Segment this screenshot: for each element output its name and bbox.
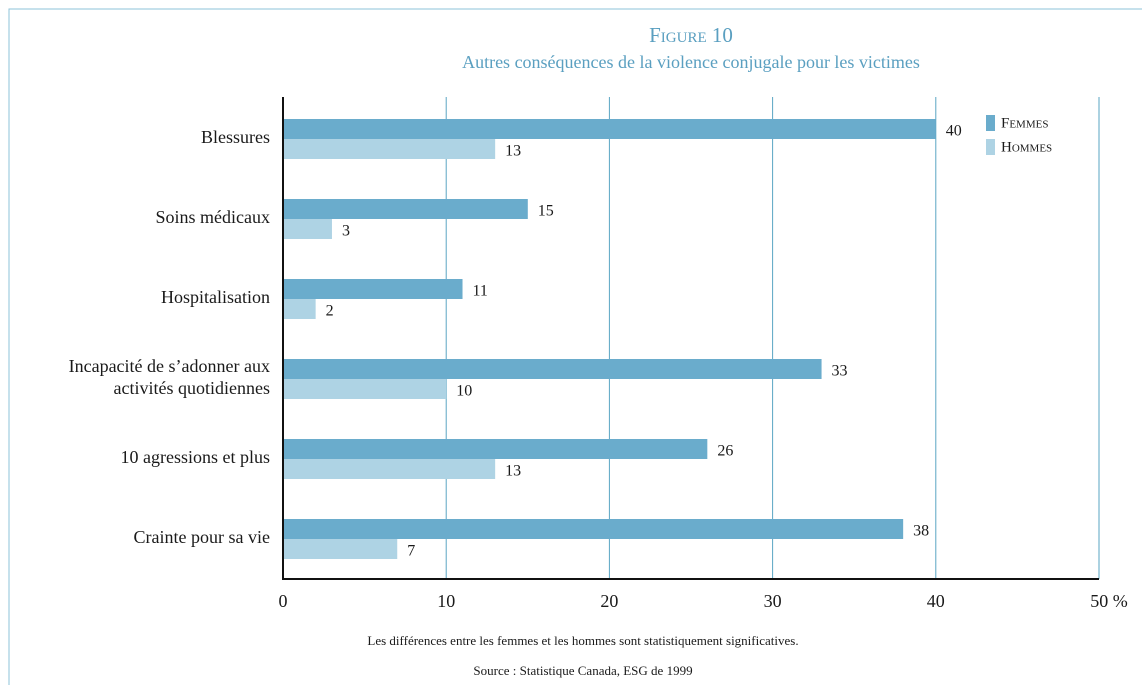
bar: [283, 119, 936, 139]
y-tick-label: Incapacité de s’adonner aux activités quo…: [69, 356, 270, 398]
value-label: 15: [538, 203, 554, 220]
bar: [283, 219, 332, 239]
bar: [283, 379, 447, 399]
chart-subtitle: Autres conséquences de la violence conju…: [462, 52, 920, 72]
bar: [283, 299, 316, 319]
x-tick-label: 0: [279, 591, 288, 611]
value-label: 3: [342, 223, 350, 240]
note: Les différences entre les femmes et les …: [367, 633, 798, 648]
x-tick-label: 30: [764, 591, 782, 611]
legend-swatch: [986, 115, 995, 131]
value-label: 26: [717, 443, 733, 460]
x-tick-label: 40: [927, 591, 945, 611]
x-tick-label: 20: [600, 591, 618, 611]
chart-title: Figure 10: [649, 23, 733, 47]
value-label: 13: [505, 463, 521, 480]
value-label: 40: [946, 123, 962, 140]
y-tick-label: 10 agressions et plus: [121, 447, 270, 467]
value-label: 2: [326, 303, 334, 320]
x-tick-label: 50 %: [1090, 591, 1128, 611]
bar: [283, 459, 496, 479]
bar: [283, 539, 398, 559]
bar: [283, 199, 528, 219]
x-tick-label: 10: [437, 591, 455, 611]
value-label: 33: [832, 363, 848, 380]
value-label: 38: [913, 523, 929, 540]
value-label: 7: [407, 543, 415, 560]
frame: [8, 8, 1142, 685]
y-tick-label: Soins médicaux: [156, 207, 271, 227]
value-label: 11: [473, 283, 488, 300]
value-label: 13: [505, 143, 521, 160]
bar: [283, 519, 904, 539]
bar: [283, 439, 708, 459]
source: Source : Statistique Canada, ESG de 1999: [473, 663, 692, 678]
y-tick-label: Blessures: [201, 127, 270, 147]
y-tick-label: Hospitalisation: [161, 287, 270, 307]
bar: [283, 279, 463, 299]
legend-swatch: [986, 139, 995, 155]
value-label: 10: [456, 383, 472, 400]
y-tick-label: Crainte pour sa vie: [134, 527, 270, 547]
legend-label: Hommes: [1001, 139, 1052, 155]
legend-label: Femmes: [1001, 115, 1048, 131]
bar: [283, 139, 496, 159]
bar: [283, 359, 822, 379]
